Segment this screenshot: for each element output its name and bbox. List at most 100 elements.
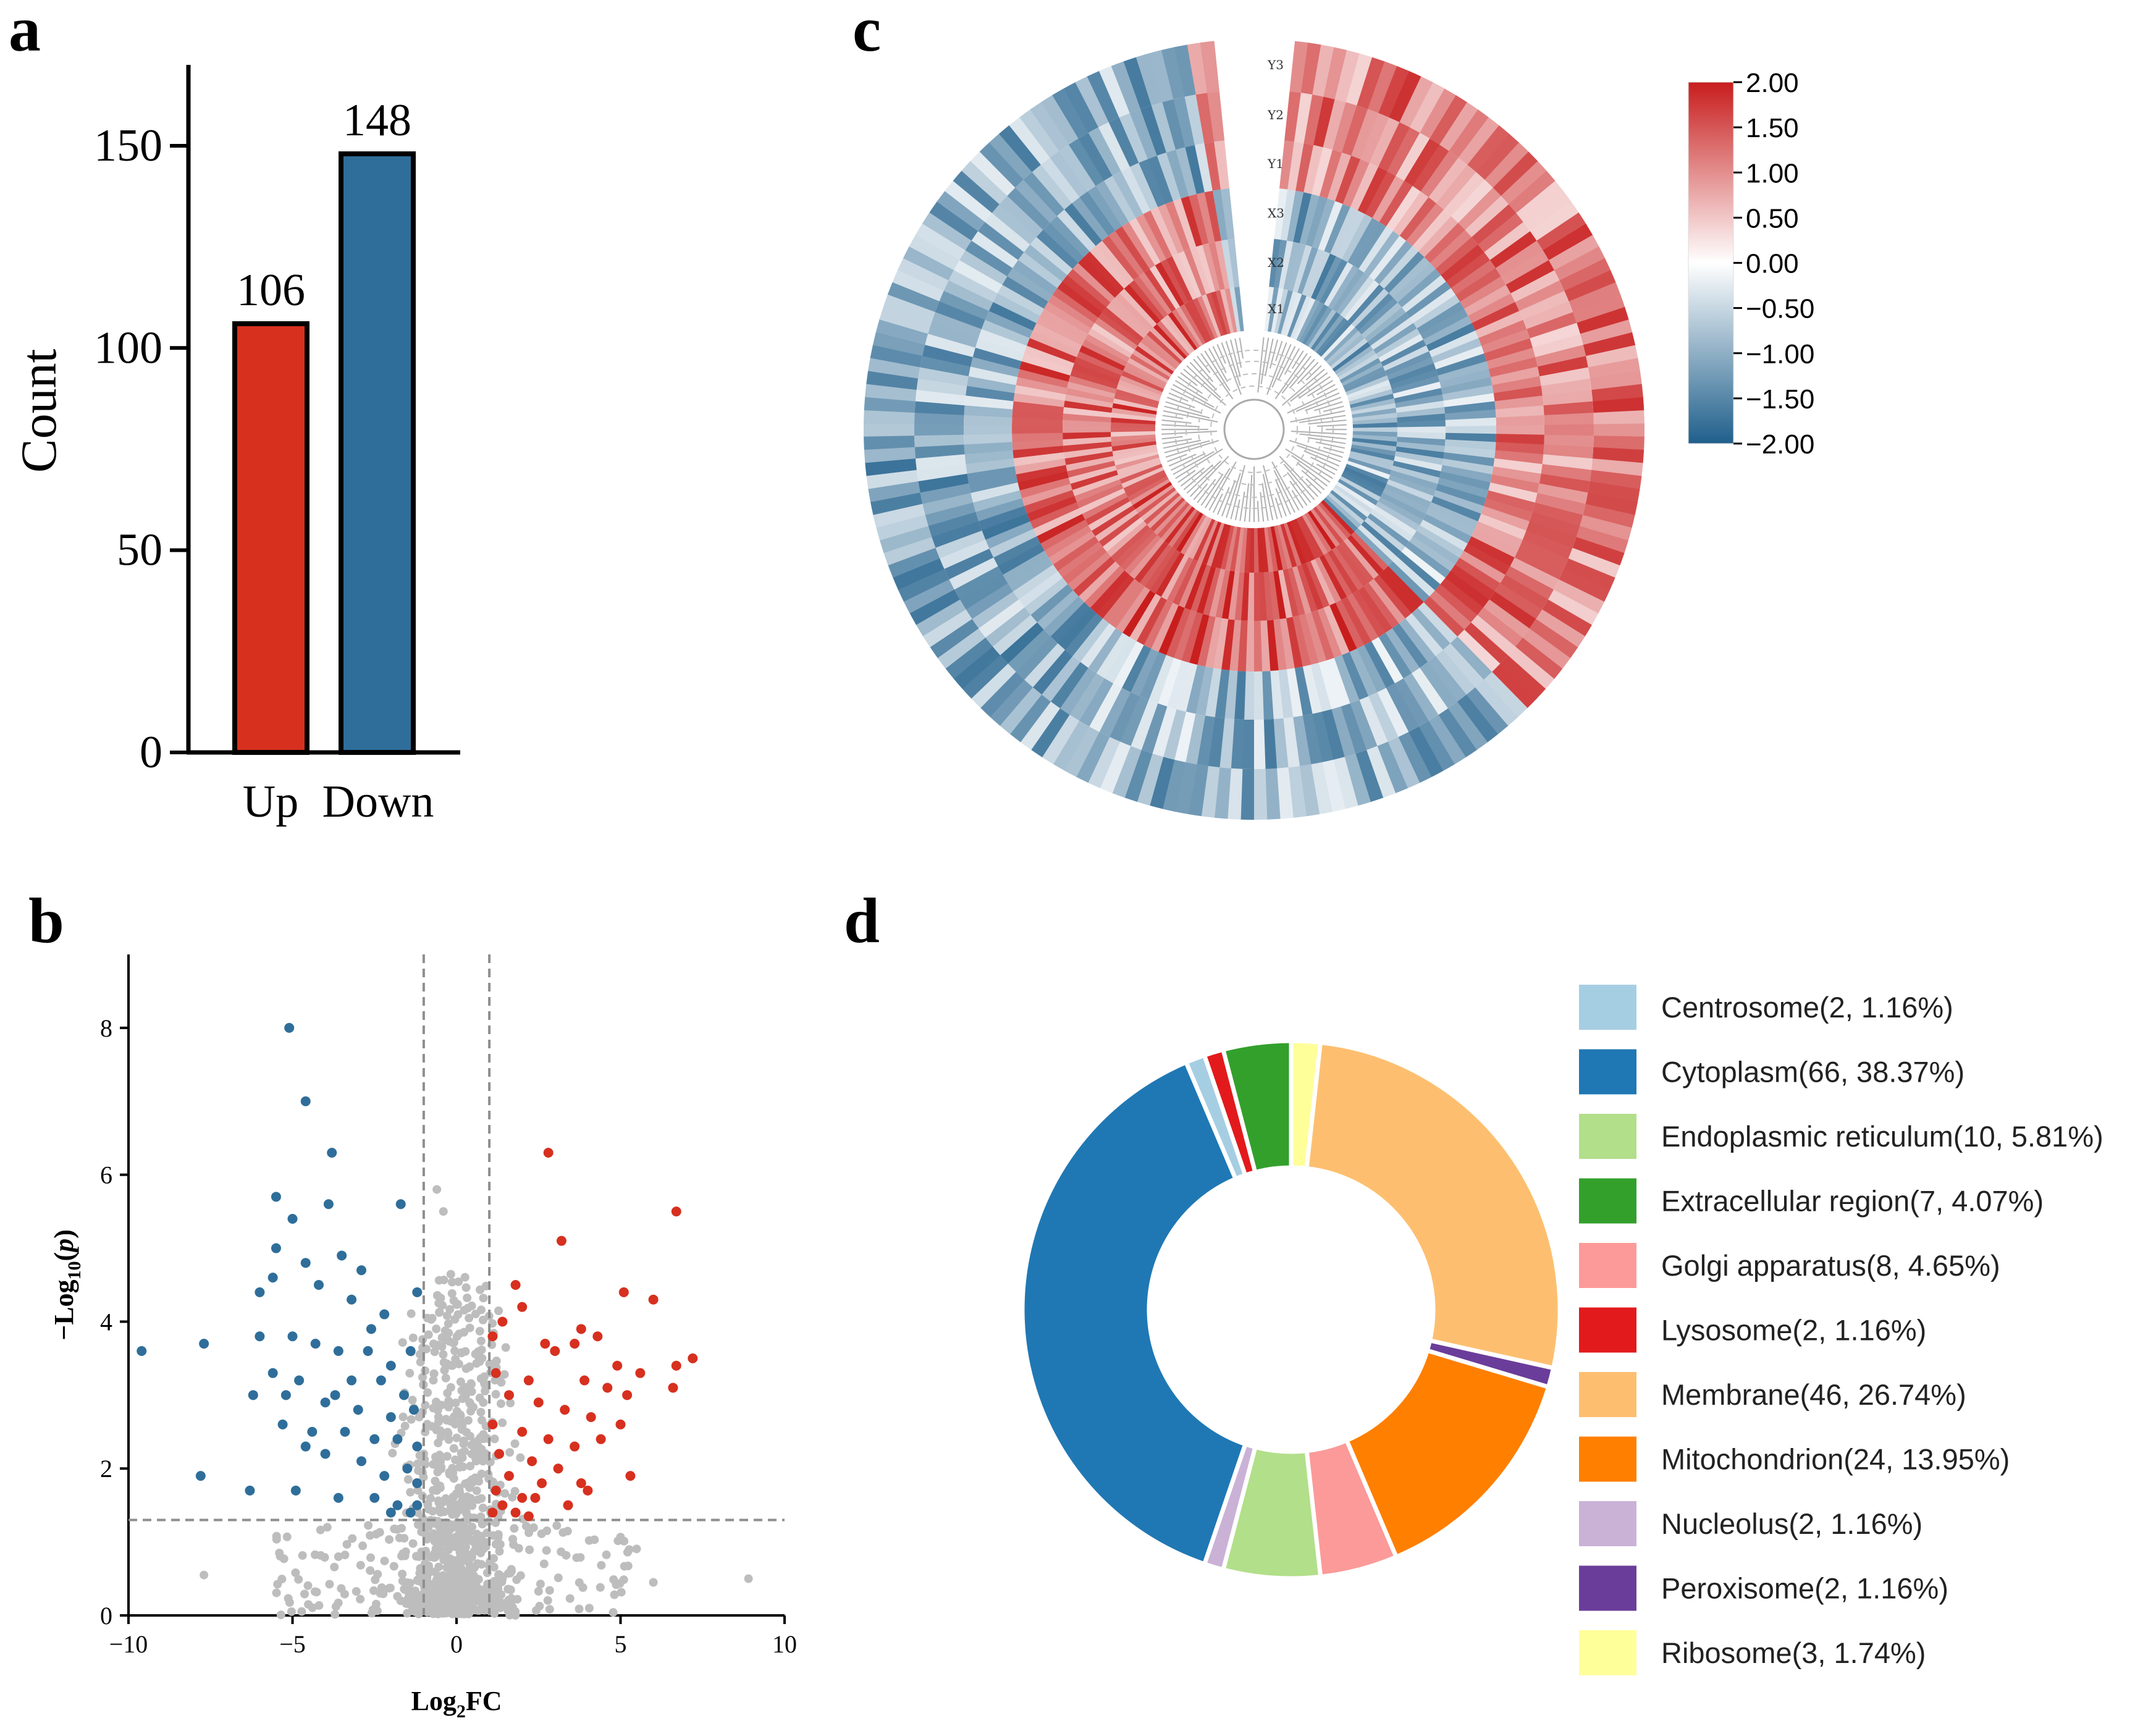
heatmap-cell (1351, 288, 1389, 328)
heatmap-cell (1438, 708, 1477, 758)
point-down (412, 1441, 423, 1452)
heatmap-cell (1253, 671, 1264, 720)
heatmap-cell (1523, 191, 1572, 232)
heatmap-cell (1342, 366, 1386, 390)
dendrogram-branch (1190, 455, 1229, 497)
heatmap-cell (1143, 599, 1173, 649)
point-ns (446, 1269, 455, 1279)
heatmap-cell (1349, 389, 1393, 405)
dendrogram-branch (1287, 388, 1338, 414)
heatmap-cell (1569, 282, 1621, 313)
heatmap-cell (1253, 719, 1266, 770)
heatmap-cell (1284, 91, 1302, 142)
heatmap-cell (1032, 649, 1073, 695)
heatmap-cell (1591, 384, 1643, 403)
point-ns (498, 1418, 507, 1428)
heatmap-cell (1543, 401, 1594, 416)
heatmap-cell (1323, 497, 1358, 532)
point-ns (398, 1412, 408, 1421)
heatmap-cell (1515, 280, 1565, 312)
heatmap-cell (1076, 483, 1124, 508)
heatmap-cell (1349, 699, 1378, 751)
legend-swatch (1579, 1501, 1636, 1546)
point-up (618, 1287, 629, 1297)
heatmap-cell (1378, 570, 1418, 614)
heatmap-cell (1106, 302, 1147, 339)
point-ns (481, 1386, 490, 1396)
heatmap-cell (1245, 620, 1254, 672)
heatmap-cell (1493, 151, 1539, 197)
dendrogram-branch (1204, 350, 1231, 391)
heatmap-cell (1110, 524, 1150, 562)
point-ns (451, 1355, 460, 1364)
point-ns (445, 1520, 455, 1529)
heatmap-cell (1341, 473, 1383, 497)
heatmap-cell (1226, 768, 1243, 820)
heatmap-cell (1122, 589, 1156, 638)
heatmap-cell (1140, 337, 1178, 369)
point-ns (403, 1475, 413, 1484)
heatmap-cell (873, 503, 925, 528)
point-ns (400, 1421, 410, 1431)
dendrogram-branch (1287, 472, 1312, 503)
legend-swatch (1579, 1243, 1636, 1288)
point-ns (304, 1600, 313, 1609)
point-ns (392, 1525, 402, 1534)
heatmap-cell (1336, 350, 1376, 378)
heatmap-cell (1318, 502, 1351, 539)
heatmap-cell (1339, 476, 1381, 502)
heatmap-cell (1486, 490, 1535, 513)
heatmap-cell (1263, 527, 1274, 572)
dendrogram-branch (1208, 461, 1237, 511)
heatmap-cell (1173, 96, 1196, 148)
heatmap-cell (1041, 714, 1080, 765)
heatmap-cell (1563, 558, 1615, 591)
point-ns (649, 1578, 658, 1587)
heatmap-cell (1253, 528, 1259, 573)
heatmap-cell (1333, 757, 1358, 809)
heatmap-cell (1033, 507, 1082, 537)
legend-swatch (1579, 1565, 1636, 1611)
heatmap-cell (1072, 618, 1110, 662)
point-ns (497, 1577, 507, 1586)
heatmap-cell (1153, 499, 1187, 535)
heatmap-cell (1072, 363, 1120, 385)
heatmap-cell (1204, 141, 1221, 191)
heatmap-cell (865, 457, 917, 476)
point-ns (521, 1522, 531, 1531)
heatmap-cell (1204, 190, 1222, 242)
heatmap-cell (1439, 369, 1491, 389)
heatmap-cell (1140, 105, 1168, 156)
heatmap-cell (1220, 525, 1234, 570)
heatmap-cell (943, 279, 994, 311)
colorbar-tick-label: 1.00 (1746, 158, 1799, 188)
point-ns (429, 1601, 439, 1610)
heatmap-cell (1268, 287, 1279, 332)
point-up (530, 1492, 541, 1503)
heatmap-cell (1343, 538, 1379, 579)
dendrogram-branch (1265, 338, 1274, 377)
point-ns (423, 1586, 432, 1596)
y-tick-label: 8 (100, 1014, 112, 1042)
point-ns (477, 1345, 486, 1355)
x-tick-label: 5 (615, 1630, 627, 1658)
heatmap-cell (1156, 502, 1190, 539)
point-ns (473, 1606, 482, 1615)
heatmap-cell (1205, 617, 1222, 668)
heatmap-cell (1074, 356, 1122, 380)
heatmap-cell (1119, 531, 1158, 571)
heatmap-cell (1393, 263, 1436, 303)
point-ns (418, 1373, 427, 1382)
heatmap-cell (1118, 460, 1162, 479)
point-ns (464, 1601, 473, 1610)
ring-label-x1: X1 (1268, 301, 1284, 316)
point-ns (500, 1370, 509, 1379)
non-significant-points (200, 1185, 753, 1620)
heatmap-cell (1483, 498, 1533, 523)
heatmap-cell (1099, 741, 1131, 793)
heatmap-cell (1139, 544, 1173, 587)
heatmap-cell (1095, 240, 1135, 285)
heatmap-cell (1539, 473, 1590, 494)
heatmap-cell (1265, 768, 1281, 820)
